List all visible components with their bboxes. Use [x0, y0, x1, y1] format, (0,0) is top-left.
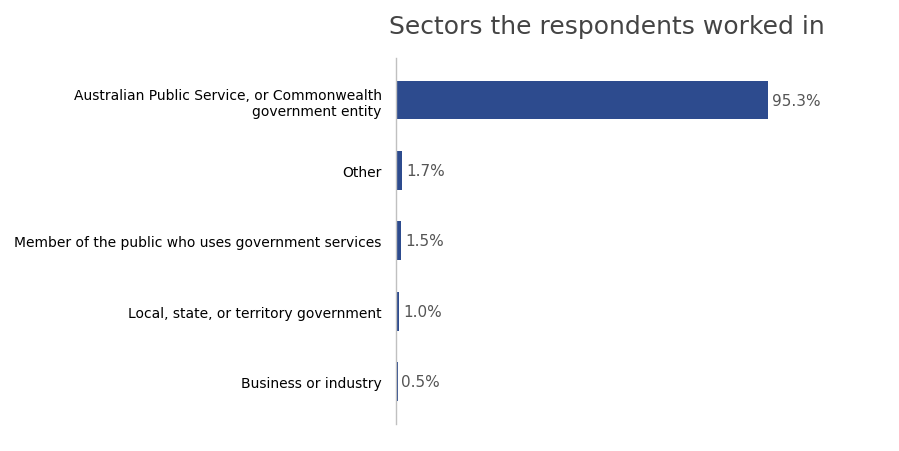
Bar: [396, 152, 402, 190]
Bar: [396, 363, 397, 401]
Text: 1.7%: 1.7%: [406, 164, 445, 179]
Text: 1.0%: 1.0%: [404, 304, 442, 319]
Text: 1.5%: 1.5%: [405, 234, 444, 249]
Bar: [396, 292, 399, 331]
Title: Sectors the respondents worked in: Sectors the respondents worked in: [389, 15, 824, 39]
Bar: [396, 222, 402, 261]
Text: 95.3%: 95.3%: [772, 93, 821, 108]
Text: 0.5%: 0.5%: [402, 374, 441, 389]
Bar: [396, 82, 769, 120]
